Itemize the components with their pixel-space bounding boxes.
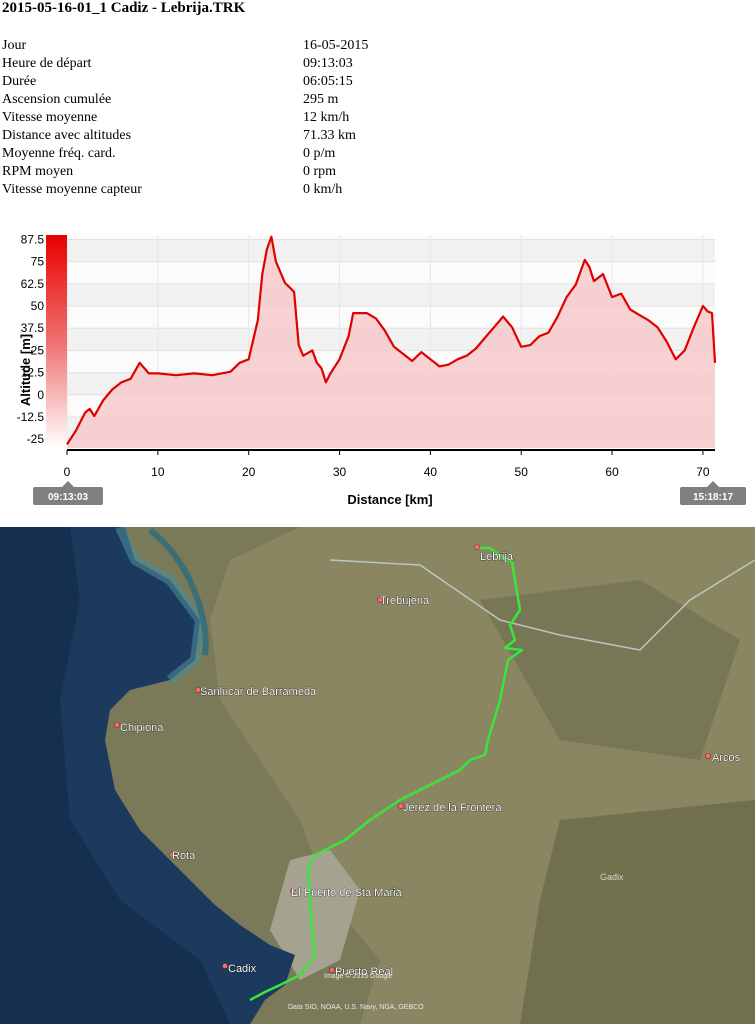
- y-tick-label: 37.5: [21, 321, 45, 335]
- grid-band: [67, 239, 715, 262]
- place-label: Rota: [172, 850, 196, 862]
- place-marker: [169, 852, 175, 858]
- x-tick-label: 50: [515, 465, 529, 479]
- stat-value: 71.33 km: [303, 128, 356, 143]
- stat-row-rpm: RPM moyen 0 rpm: [2, 163, 368, 181]
- start-time-badge: 09:13:03: [33, 481, 103, 505]
- stat-label: Ascension cumulée: [2, 92, 112, 107]
- stat-label: Durée: [2, 74, 37, 89]
- x-tick-label: 30: [333, 465, 347, 479]
- place-label: Cadix: [228, 963, 257, 975]
- stat-row-duree: Durée 06:05:15: [2, 73, 368, 91]
- y-tick-label: 75: [31, 255, 45, 269]
- place-marker: [329, 967, 335, 973]
- stat-value: 0 rpm: [303, 164, 337, 179]
- stat-row-vitesse-capteur: Vitesse moyenne capteur 0 km/h: [2, 181, 368, 199]
- start-time-label: 09:13:03: [48, 492, 88, 503]
- map-urban-area: [270, 850, 360, 980]
- y-tick-label: 50: [31, 299, 45, 313]
- x-axis-label: Distance [km]: [347, 492, 432, 507]
- altitude-chart: 87.5 75 62.5 50 37.5 25 12.5 0 -12.5 -25 0 10 20 30 4…: [17, 232, 746, 507]
- map-copyright: Image © 2015 Google: [324, 972, 393, 980]
- y-tick-label: 12.5: [21, 366, 45, 380]
- place-label: Chipiona: [120, 722, 164, 734]
- map-fields: [520, 800, 755, 1024]
- place-label: Puerto Real: [335, 966, 393, 978]
- stat-row-jour: Jour 16-05-2015: [2, 37, 368, 55]
- place-marker: [114, 722, 120, 728]
- end-time-badge: 15:18:17: [680, 481, 746, 505]
- map-attribution: Data SIO, NOAA, U.S. Navy, NGA, GEBCO: [288, 1004, 424, 1011]
- stat-value: 12 km/h: [303, 110, 350, 125]
- altitude-area: [66, 235, 717, 448]
- stat-row-freq-card: Moyenne fréq. card. 0 p/m: [2, 145, 368, 163]
- place-marker: [222, 963, 228, 969]
- chart-axes: [66, 449, 715, 455]
- altitude-color-scale: [46, 235, 67, 448]
- place-label: Sanlúcar de Barrameda: [200, 686, 317, 698]
- stat-value: 16-05-2015: [303, 38, 369, 53]
- stat-row-distance: Distance avec altitudes 71.33 km: [2, 127, 368, 145]
- y-tick-label: -25: [27, 432, 45, 446]
- stat-label: Distance avec altitudes: [2, 128, 132, 143]
- track-stats: Jour 16-05-2015 Heure de départ 09:13:03 D…: [2, 37, 368, 199]
- route-track: [249, 546, 524, 1002]
- place-marker: [474, 544, 480, 550]
- y-tick-labels: 87.5 75 62.5 50 37.5 25 12.5 0 -12.5 -25: [17, 232, 45, 446]
- region-label: Gadix: [600, 872, 624, 882]
- stat-label: Heure de départ: [2, 56, 92, 71]
- x-tick-label: 10: [151, 465, 165, 479]
- stat-row-ascension: Ascension cumulée 295 m: [2, 91, 368, 109]
- route-map: Lebrija Trebujena Sanlúcar de Barrameda …: [0, 527, 755, 1024]
- stat-row-vitesse: Vitesse moyenne 12 km/h: [2, 109, 368, 127]
- stat-value: 09:13:03: [303, 56, 353, 71]
- place-label: El Puerto de Sta Maria: [291, 887, 403, 899]
- y-tick-label: 87.5: [21, 232, 45, 246]
- stat-value: 06:05:15: [303, 74, 353, 89]
- place-marker: [705, 753, 711, 759]
- track-title: 2015-05-16-01_1 Cadiz - Lebrija.TRK: [2, 0, 246, 16]
- map-deep-sea: [0, 527, 230, 1024]
- y-tick-label: -12.5: [17, 410, 45, 424]
- x-tick-label: 40: [424, 465, 438, 479]
- stat-label: Vitesse moyenne: [2, 110, 98, 125]
- map-road: [329, 559, 755, 651]
- place-marker: [195, 687, 201, 693]
- x-tick-label: 20: [242, 465, 256, 479]
- stat-label: RPM moyen: [2, 164, 74, 179]
- place-label: Arcos: [712, 752, 741, 764]
- map-hills: [480, 580, 740, 760]
- stat-value: 0 p/m: [303, 146, 336, 161]
- y-axis-label: Altitude [m]: [18, 334, 33, 406]
- stat-row-heure-depart: Heure de départ 09:13:03: [2, 55, 368, 73]
- place-label: Trebujena: [380, 595, 430, 607]
- x-tick-label: 0: [64, 465, 71, 479]
- place-marker: [290, 888, 296, 894]
- stat-label: Jour: [2, 38, 27, 53]
- map-coastline: [115, 527, 206, 684]
- map-river-estuary: [148, 527, 209, 656]
- y-tick-label: 0: [37, 388, 44, 402]
- x-tick-label: 70: [696, 465, 710, 479]
- x-tick-labels: 0 10 20 30 40 50 60 70: [64, 465, 710, 479]
- stat-value: 0 km/h: [303, 182, 343, 197]
- stat-label: Vitesse moyenne capteur: [2, 182, 142, 197]
- place-marker: [398, 803, 404, 809]
- place-label: Jerez de la Frontera: [403, 802, 502, 814]
- end-time-label: 15:18:17: [693, 492, 733, 503]
- altitude-line: [66, 235, 717, 445]
- stat-value: 295 m: [303, 92, 339, 107]
- grid-band: [67, 283, 715, 306]
- place-label: Lebrija: [480, 551, 514, 563]
- stat-label: Moyenne fréq. card.: [2, 146, 116, 161]
- x-tick-label: 60: [605, 465, 619, 479]
- y-tick-label: 25: [31, 343, 45, 357]
- place-marker: [377, 597, 383, 603]
- y-tick-label: 62.5: [21, 277, 45, 291]
